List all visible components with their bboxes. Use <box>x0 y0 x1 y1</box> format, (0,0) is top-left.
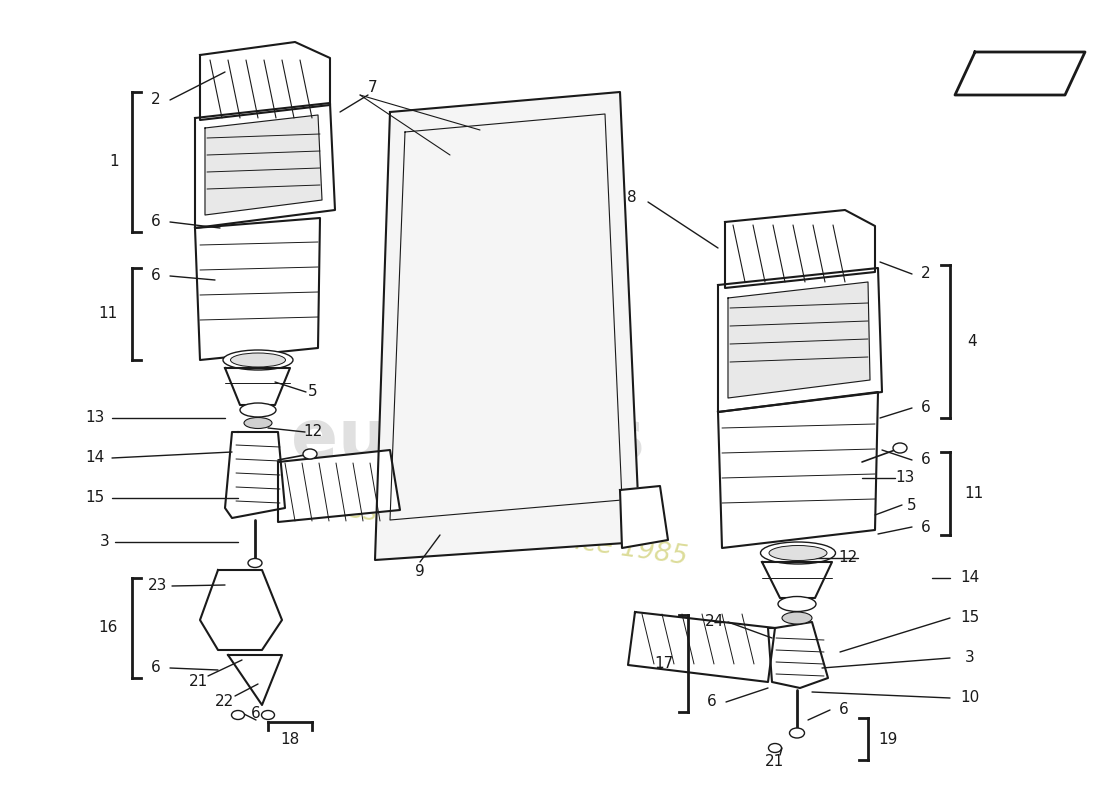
Text: 18: 18 <box>280 733 299 747</box>
Ellipse shape <box>223 350 293 370</box>
Ellipse shape <box>244 418 272 429</box>
Text: 6: 6 <box>151 214 161 230</box>
Polygon shape <box>278 450 400 522</box>
Ellipse shape <box>262 710 275 719</box>
Text: 6: 6 <box>151 269 161 283</box>
Ellipse shape <box>782 612 812 624</box>
Text: 6: 6 <box>707 694 717 710</box>
Text: 6: 6 <box>921 453 931 467</box>
Text: 6: 6 <box>839 702 849 718</box>
Text: 24: 24 <box>704 614 724 630</box>
Text: 19: 19 <box>878 731 898 746</box>
Polygon shape <box>768 622 828 688</box>
Text: 6: 6 <box>251 706 261 722</box>
Text: 11: 11 <box>965 486 983 501</box>
Text: 5: 5 <box>908 498 916 513</box>
Text: 2: 2 <box>151 93 161 107</box>
Text: 14: 14 <box>86 450 104 466</box>
Polygon shape <box>762 562 832 598</box>
Text: 5: 5 <box>308 385 318 399</box>
Text: 3: 3 <box>100 534 110 550</box>
Text: 22: 22 <box>216 694 234 710</box>
Text: 7: 7 <box>368 81 377 95</box>
Polygon shape <box>620 486 668 548</box>
Text: a passion for parts since 1985: a passion for parts since 1985 <box>290 490 689 570</box>
Text: 15: 15 <box>960 610 980 626</box>
Polygon shape <box>955 52 1085 95</box>
Ellipse shape <box>231 353 286 367</box>
Text: 17: 17 <box>654 655 673 670</box>
Ellipse shape <box>790 728 804 738</box>
Polygon shape <box>718 392 878 548</box>
Polygon shape <box>718 268 882 412</box>
Polygon shape <box>228 655 282 705</box>
Ellipse shape <box>893 443 907 453</box>
Text: euro: euro <box>290 406 470 474</box>
Text: 6: 6 <box>921 401 931 415</box>
Text: 23: 23 <box>148 578 167 594</box>
Text: 1: 1 <box>109 154 119 170</box>
Text: 16: 16 <box>98 621 118 635</box>
Text: 13: 13 <box>895 470 915 486</box>
Ellipse shape <box>778 597 816 611</box>
Polygon shape <box>195 218 320 360</box>
Ellipse shape <box>240 403 276 417</box>
Polygon shape <box>200 42 330 120</box>
Text: 21: 21 <box>766 754 784 770</box>
Polygon shape <box>375 92 640 560</box>
Text: 15: 15 <box>86 490 104 506</box>
Text: 9: 9 <box>415 565 425 579</box>
Polygon shape <box>200 570 282 650</box>
Text: 10: 10 <box>960 690 980 706</box>
Polygon shape <box>195 103 336 228</box>
Text: 12: 12 <box>304 425 322 439</box>
Polygon shape <box>226 432 285 518</box>
Text: 4: 4 <box>967 334 977 349</box>
Ellipse shape <box>760 542 836 564</box>
Text: 3: 3 <box>965 650 975 666</box>
Ellipse shape <box>248 558 262 567</box>
Polygon shape <box>205 115 322 215</box>
Text: 12: 12 <box>838 550 858 566</box>
Ellipse shape <box>769 546 827 561</box>
Text: 11: 11 <box>98 306 118 322</box>
Polygon shape <box>725 210 874 288</box>
Polygon shape <box>226 368 290 405</box>
Text: 8: 8 <box>627 190 637 206</box>
Ellipse shape <box>769 743 781 753</box>
Text: 13: 13 <box>86 410 104 426</box>
Text: 6: 6 <box>151 661 161 675</box>
Ellipse shape <box>231 710 244 719</box>
Ellipse shape <box>302 449 317 459</box>
Text: 14: 14 <box>960 570 980 586</box>
Text: 21: 21 <box>188 674 208 690</box>
Polygon shape <box>628 612 775 682</box>
Text: 6: 6 <box>921 519 931 534</box>
Text: ces: ces <box>515 406 645 474</box>
Polygon shape <box>728 282 870 398</box>
Text: 2: 2 <box>921 266 931 282</box>
